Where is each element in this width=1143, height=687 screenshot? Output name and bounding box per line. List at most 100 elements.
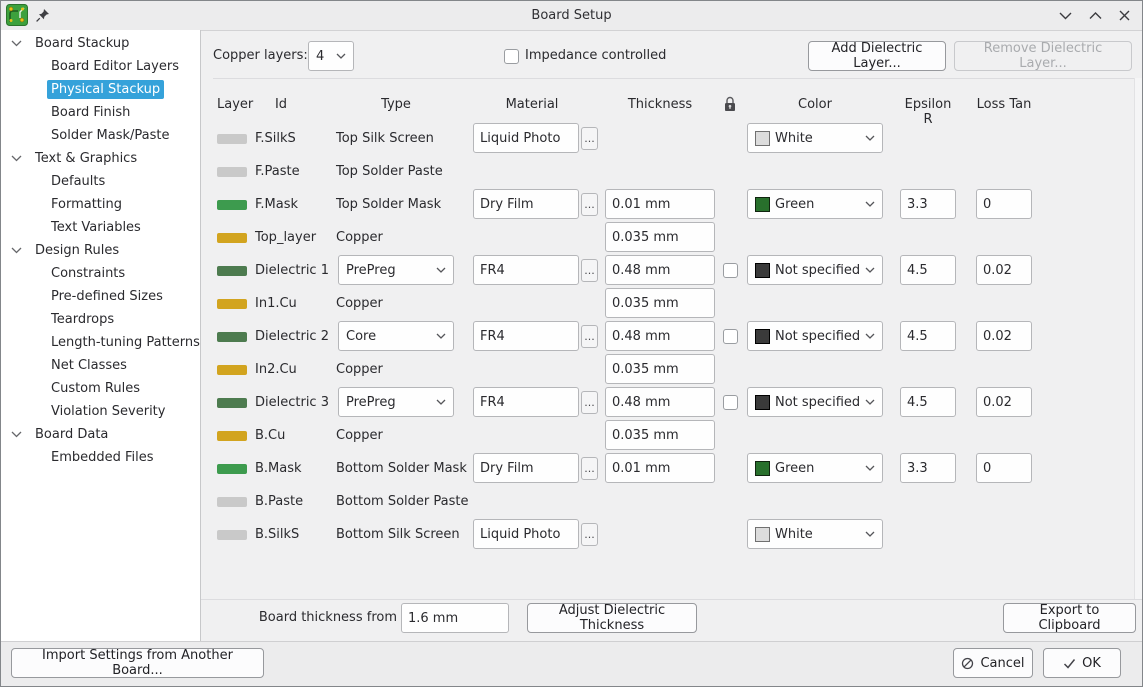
color-select[interactable]: Not specified bbox=[747, 387, 883, 417]
material-input[interactable] bbox=[473, 387, 579, 417]
board-thickness-input[interactable] bbox=[401, 603, 509, 633]
divider bbox=[213, 78, 1134, 79]
layer-type-label: Bottom Solder Paste bbox=[336, 494, 469, 509]
divider bbox=[201, 599, 1142, 600]
impedance-controlled-checkbox[interactable] bbox=[504, 49, 519, 64]
chevron-down-icon[interactable] bbox=[11, 40, 23, 47]
sidebar-item-pre-defined-sizes[interactable]: Pre-defined Sizes bbox=[1, 285, 200, 308]
type-select[interactable]: PrePreg bbox=[338, 387, 454, 417]
material-input[interactable] bbox=[473, 189, 579, 219]
thickness-input[interactable] bbox=[605, 288, 715, 318]
thickness-input[interactable] bbox=[605, 354, 715, 384]
copper-layers-select[interactable]: 4 bbox=[308, 41, 354, 71]
epsilon-input[interactable] bbox=[900, 453, 956, 483]
material-browse-button[interactable]: ... bbox=[581, 391, 598, 414]
sidebar-item-board-finish[interactable]: Board Finish bbox=[1, 101, 200, 124]
sidebar-item-label: Physical Stackup bbox=[47, 80, 165, 99]
material-browse-button[interactable]: ... bbox=[581, 259, 598, 282]
layer-id: In1.Cu bbox=[255, 296, 297, 311]
color-select[interactable]: Green bbox=[747, 189, 883, 219]
sidebar-item-embedded-files[interactable]: Embedded Files bbox=[1, 446, 200, 469]
loss-input[interactable] bbox=[976, 189, 1032, 219]
loss-input[interactable] bbox=[976, 387, 1032, 417]
chevron-down-icon[interactable] bbox=[11, 247, 23, 254]
sidebar-item-formatting[interactable]: Formatting bbox=[1, 193, 200, 216]
material-input[interactable] bbox=[473, 453, 579, 483]
material-browse-button[interactable]: ... bbox=[581, 325, 598, 348]
window-maximize-button[interactable] bbox=[1089, 11, 1102, 20]
color-select[interactable]: Not specified bbox=[747, 255, 883, 285]
add-dielectric-layer-button[interactable]: Add Dielectric Layer... bbox=[808, 41, 946, 71]
thickness-lock-checkbox[interactable] bbox=[723, 395, 738, 410]
epsilon-input[interactable] bbox=[900, 255, 956, 285]
thickness-input[interactable] bbox=[605, 222, 715, 252]
material-browse-button[interactable]: ... bbox=[581, 193, 598, 216]
epsilon-input[interactable] bbox=[900, 387, 956, 417]
pin-icon[interactable] bbox=[35, 8, 50, 27]
material-browse-button[interactable]: ... bbox=[581, 457, 598, 480]
sidebar-item-label: Text & Graphics bbox=[35, 151, 138, 166]
table-row: Dielectric 3 PrePreg ... Not specified bbox=[1, 386, 1130, 419]
sidebar-item-board-data[interactable]: Board Data bbox=[1, 423, 200, 446]
color-swatch bbox=[755, 460, 770, 476]
import-settings-button[interactable]: Import Settings from Another Board... bbox=[11, 648, 264, 678]
thickness-input[interactable] bbox=[605, 255, 715, 285]
material-input[interactable] bbox=[473, 519, 579, 549]
adjust-dielectric-thickness-button[interactable]: Adjust Dielectric Thickness bbox=[527, 603, 697, 633]
loss-input[interactable] bbox=[976, 255, 1032, 285]
sidebar-item-custom-rules[interactable]: Custom Rules bbox=[1, 377, 200, 400]
epsilon-input[interactable] bbox=[900, 321, 956, 351]
sidebar-item-label: Board Stackup bbox=[35, 36, 130, 51]
color-select[interactable]: Green bbox=[747, 453, 883, 483]
sidebar-item-physical-stackup[interactable]: Physical Stackup bbox=[1, 78, 200, 101]
type-select-value: PrePreg bbox=[346, 394, 396, 410]
cancel-button[interactable]: Cancel bbox=[953, 648, 1033, 678]
thickness-input[interactable] bbox=[605, 453, 715, 483]
chevron-down-icon[interactable] bbox=[11, 155, 23, 162]
thickness-input[interactable] bbox=[605, 189, 715, 219]
epsilon-input[interactable] bbox=[900, 189, 956, 219]
thickness-input[interactable] bbox=[605, 387, 715, 417]
scrollbar-track[interactable] bbox=[1134, 78, 1142, 599]
sidebar-item-net-classes[interactable]: Net Classes bbox=[1, 354, 200, 377]
material-browse-button[interactable]: ... bbox=[581, 523, 598, 546]
type-select[interactable]: Core bbox=[338, 321, 454, 351]
sidebar-item-board-editor-layers[interactable]: Board Editor Layers bbox=[1, 55, 200, 78]
thickness-lock-checkbox[interactable] bbox=[723, 263, 738, 278]
loss-input[interactable] bbox=[976, 453, 1032, 483]
thickness-input[interactable] bbox=[605, 321, 715, 351]
loss-input[interactable] bbox=[976, 321, 1032, 351]
color-select[interactable]: Not specified bbox=[747, 321, 883, 351]
export-to-clipboard-button[interactable]: Export to Clipboard bbox=[1003, 603, 1136, 633]
sidebar-item-design-rules[interactable]: Design Rules bbox=[1, 239, 200, 262]
color-swatch bbox=[755, 262, 770, 278]
sidebar-item-length-tuning-patterns[interactable]: Length-tuning Patterns bbox=[1, 331, 200, 354]
sidebar-item-text-graphics[interactable]: Text & Graphics bbox=[1, 147, 200, 170]
color-select[interactable]: White bbox=[747, 123, 883, 153]
sidebar-item-defaults[interactable]: Defaults bbox=[1, 170, 200, 193]
type-select[interactable]: PrePreg bbox=[338, 255, 454, 285]
ok-button[interactable]: OK bbox=[1043, 648, 1121, 678]
window-close-button[interactable] bbox=[1119, 10, 1130, 21]
sidebar-item-board-stackup[interactable]: Board Stackup bbox=[1, 32, 200, 55]
thickness-lock-checkbox[interactable] bbox=[723, 329, 738, 344]
titlebar: Board Setup bbox=[1, 1, 1142, 31]
chevron-down-icon[interactable] bbox=[11, 431, 23, 438]
table-row: Dielectric 1 PrePreg ... Not specified bbox=[1, 254, 1130, 287]
sidebar-item-teardrops[interactable]: Teardrops bbox=[1, 308, 200, 331]
window-minimize-button[interactable] bbox=[1059, 11, 1072, 20]
material-input[interactable] bbox=[473, 321, 579, 351]
material-input[interactable] bbox=[473, 255, 579, 285]
stackup-table: F.SilkS Top Silk Screen ... White F.Past… bbox=[1, 122, 1130, 551]
sidebar-item-solder-mask-paste[interactable]: Solder Mask/Paste bbox=[1, 124, 200, 147]
sidebar-item-text-variables[interactable]: Text Variables bbox=[1, 216, 200, 239]
thickness-input[interactable] bbox=[605, 420, 715, 450]
circle-slash-icon bbox=[961, 657, 974, 670]
sidebar-item-violation-severity[interactable]: Violation Severity bbox=[1, 400, 200, 423]
layer-id: B.SilkS bbox=[255, 527, 300, 542]
material-browse-button[interactable]: ... bbox=[581, 127, 598, 150]
sidebar-item-constraints[interactable]: Constraints bbox=[1, 262, 200, 285]
material-input[interactable] bbox=[473, 123, 579, 153]
layer-id: In2.Cu bbox=[255, 362, 297, 377]
color-select[interactable]: White bbox=[747, 519, 883, 549]
